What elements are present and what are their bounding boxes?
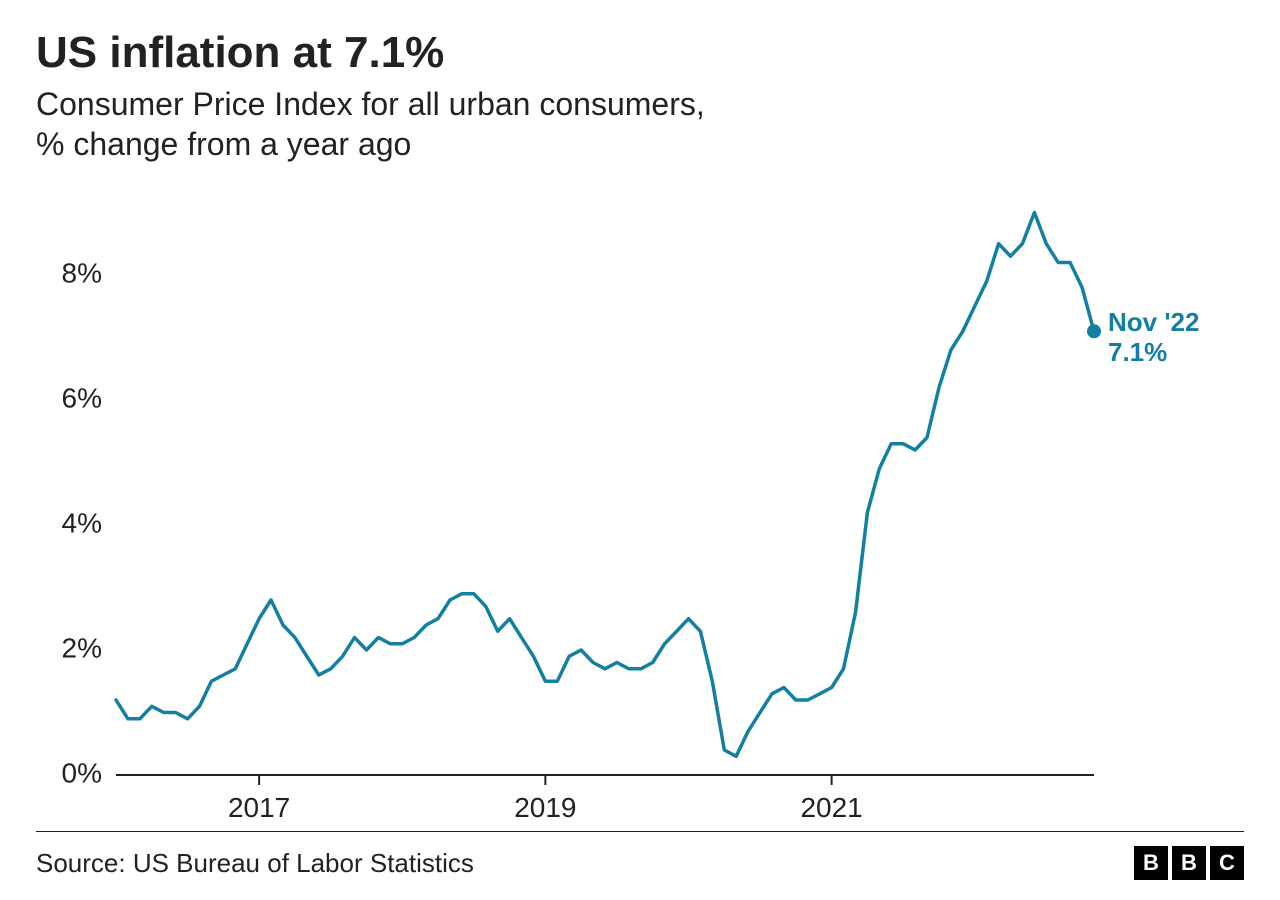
y-tick-label: 0%	[62, 757, 102, 788]
chart-area: 0% 2% 4% 6% 8% 2017 2019 2021 Nov '22 7.1%	[36, 180, 1244, 831]
callout-date: Nov '22	[1108, 307, 1199, 337]
callout-value: 7.1%	[1108, 337, 1167, 367]
chart-subtitle: Consumer Price Index for all urban consu…	[36, 84, 1244, 164]
bbc-logo: BBC	[1134, 846, 1244, 880]
subtitle-line-1: Consumer Price Index for all urban consu…	[36, 86, 705, 122]
source-label: Source: US Bureau of Labor Statistics	[36, 848, 474, 879]
x-tick-label: 2017	[228, 792, 290, 823]
y-tick-label: 2%	[62, 632, 102, 663]
line-chart-svg: 0% 2% 4% 6% 8% 2017 2019 2021	[36, 180, 1244, 831]
x-tick-label: 2021	[800, 792, 862, 823]
chart-footer: Source: US Bureau of Labor Statistics BB…	[36, 832, 1244, 880]
logo-block: B	[1134, 846, 1168, 880]
y-tick-label: 8%	[62, 257, 102, 288]
logo-block: C	[1210, 846, 1244, 880]
subtitle-line-2: % change from a year ago	[36, 126, 411, 162]
x-tick-label: 2019	[514, 792, 576, 823]
chart-title: US inflation at 7.1%	[36, 28, 1244, 78]
y-tick-label: 4%	[62, 507, 102, 538]
end-point-callout: Nov '22 7.1%	[1108, 308, 1199, 368]
end-point-marker	[1087, 324, 1101, 338]
inflation-line	[116, 213, 1094, 757]
logo-block: B	[1172, 846, 1206, 880]
y-tick-label: 6%	[62, 382, 102, 413]
